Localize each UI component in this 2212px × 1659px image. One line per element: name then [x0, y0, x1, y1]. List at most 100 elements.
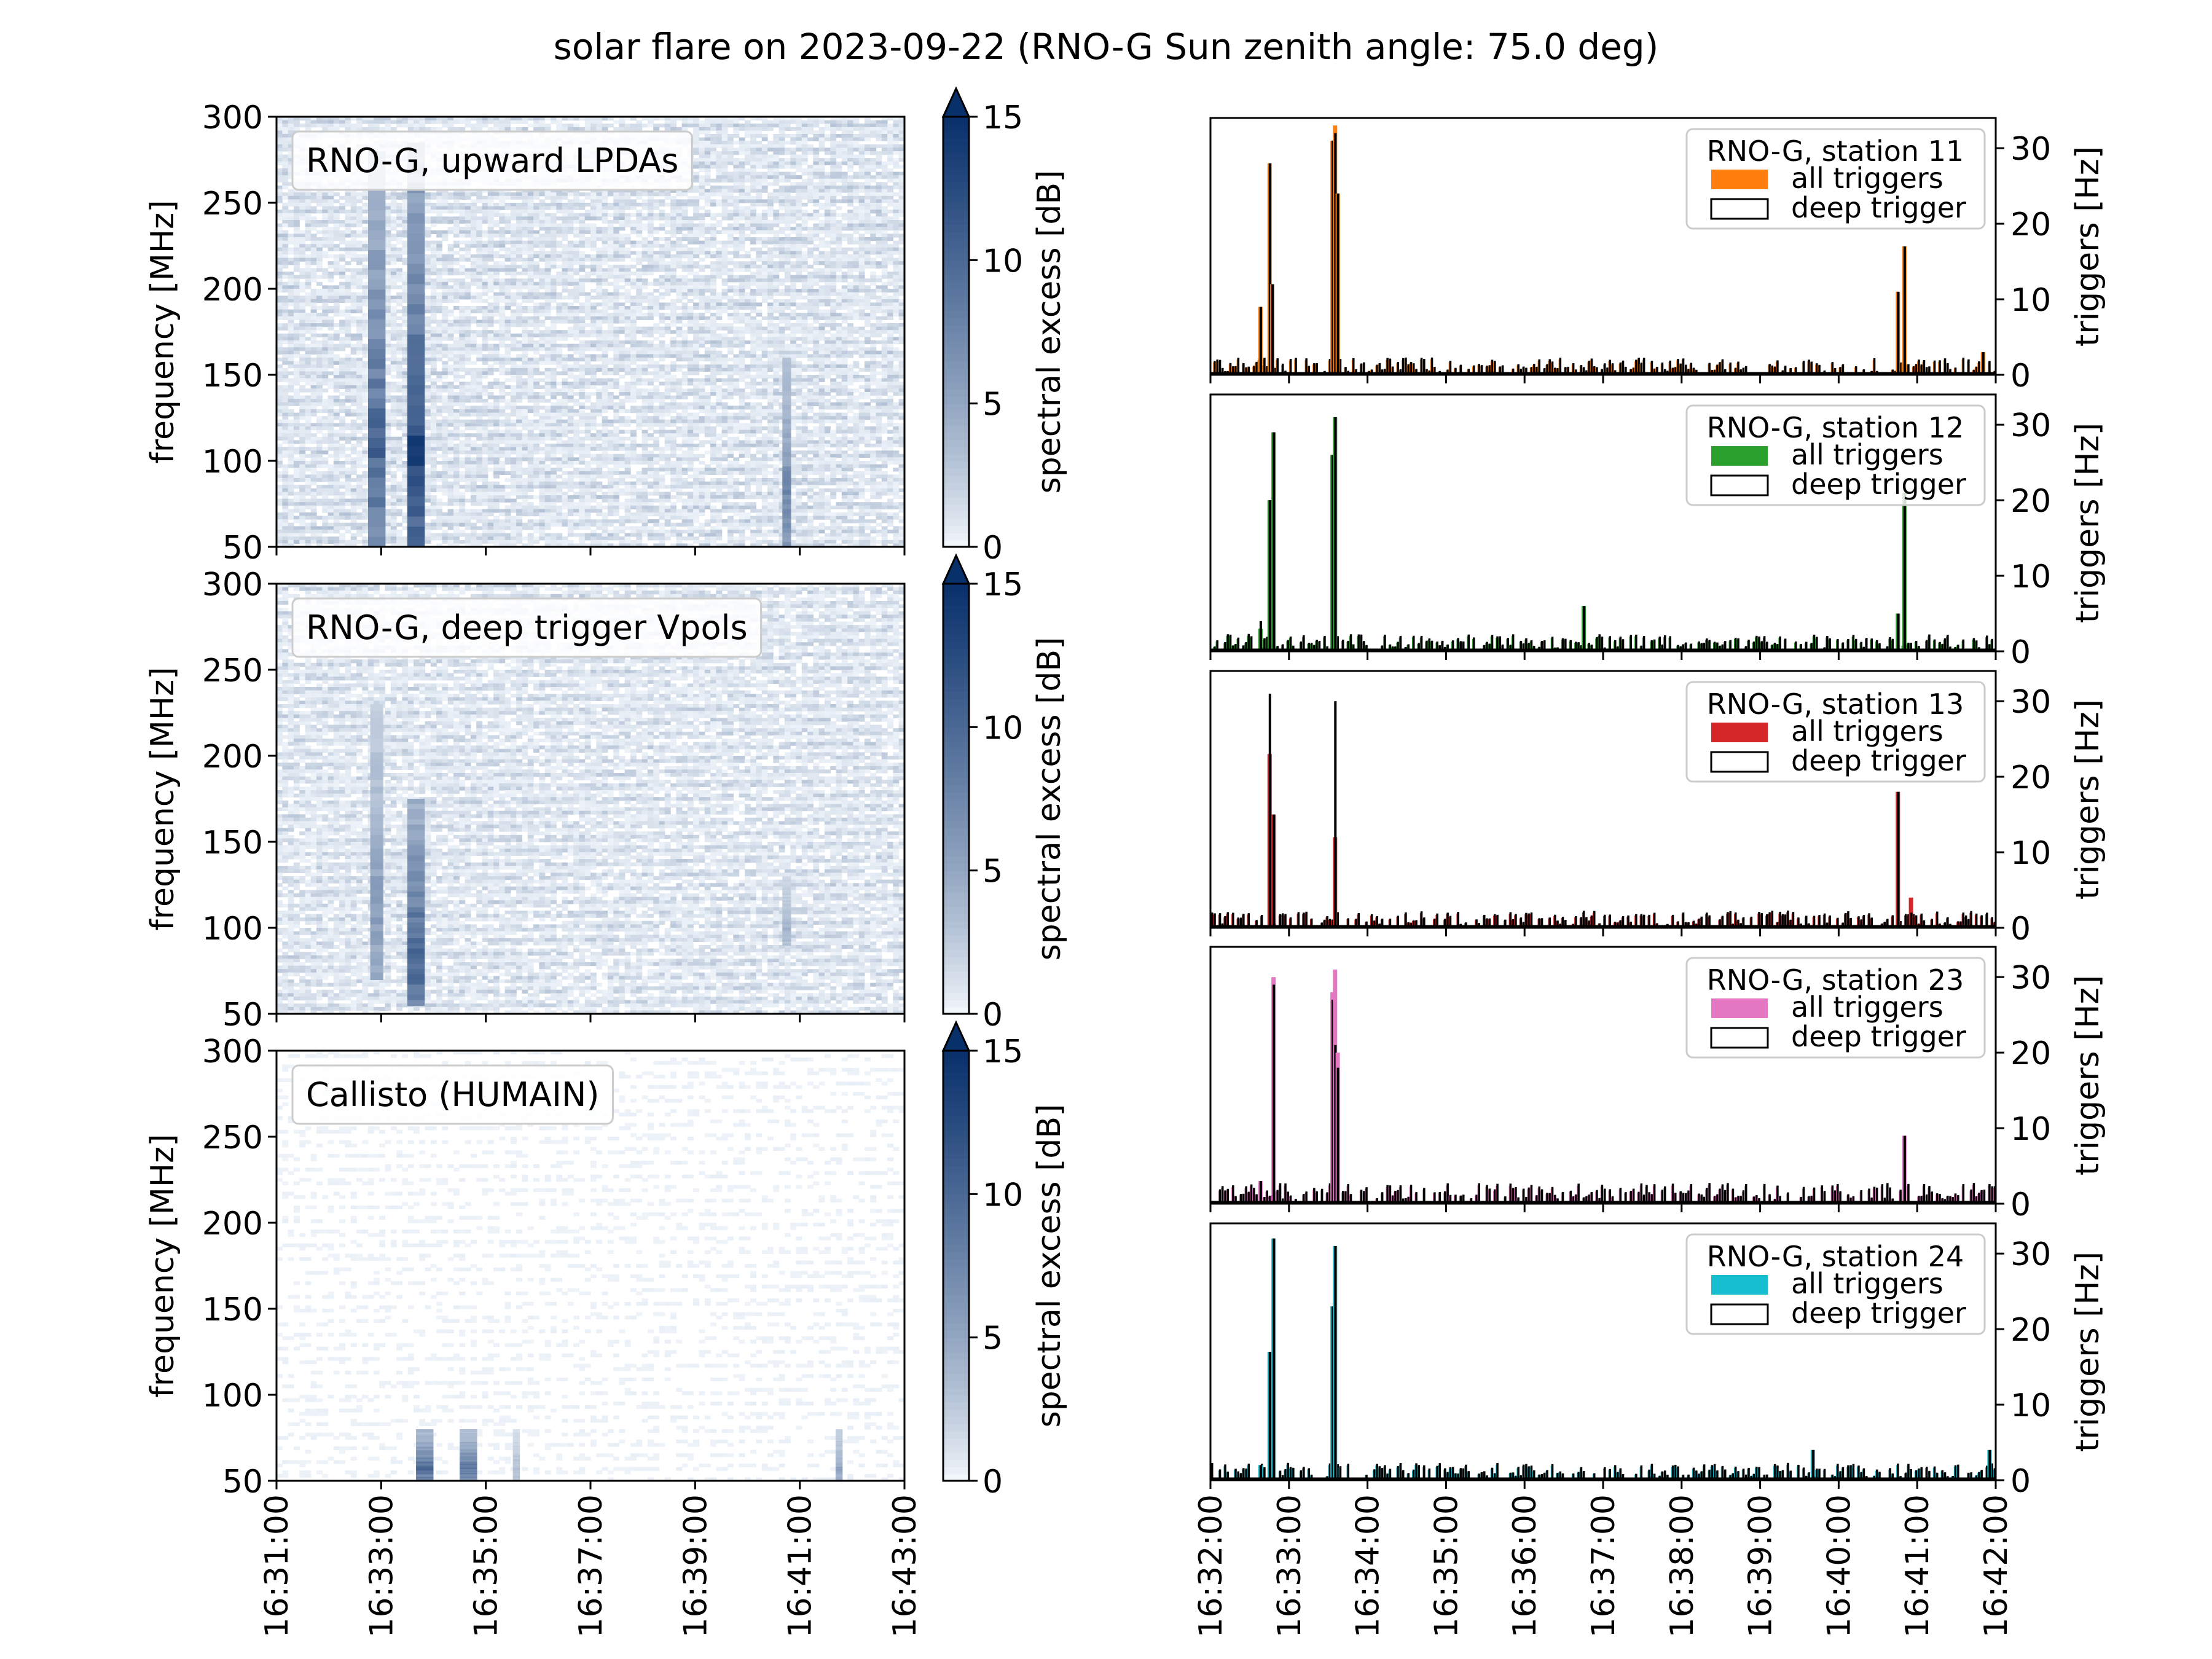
deep-trigger-bar — [1352, 358, 1355, 375]
deep-trigger-bar — [1640, 1465, 1643, 1480]
trigger-panel-4: 0 10 20 30 triggers [Hz] RNO-G, station 23all… — [1209, 946, 2106, 1223]
deep-trigger-bar — [1860, 919, 1862, 928]
deep-trigger-bar — [1658, 637, 1661, 651]
legend-swatch-all — [1711, 723, 1768, 742]
deep-trigger-peak — [1259, 307, 1262, 375]
deep-trigger-bar — [1650, 1194, 1653, 1204]
deep-trigger-bar — [1763, 1183, 1766, 1204]
deep-trigger-bar — [1763, 1474, 1766, 1480]
deep-trigger-bar — [1410, 1185, 1413, 1204]
deep-trigger-bar — [1708, 1469, 1711, 1480]
x-tick-label: 16:40:00 — [1821, 1494, 1857, 1638]
deep-trigger-bar — [1829, 638, 1831, 651]
deep-trigger-bar — [1787, 1192, 1789, 1204]
deep-trigger-bar — [1604, 1467, 1606, 1480]
deep-trigger-bar — [1878, 1472, 1881, 1480]
deep-trigger-bar — [1614, 640, 1617, 651]
deep-trigger-bar — [1797, 917, 1800, 928]
deep-trigger-bar — [1891, 1473, 1894, 1480]
deep-trigger-bar — [1363, 1191, 1365, 1204]
deep-trigger-bar — [1245, 641, 1247, 651]
deep-trigger-bar — [1577, 1472, 1580, 1480]
burst-1 — [370, 704, 383, 980]
deep-trigger-bar — [1674, 1464, 1677, 1480]
deep-trigger-bar — [1282, 913, 1284, 928]
deep-trigger-bar — [1837, 639, 1839, 651]
deep-trigger-bar — [1939, 360, 1941, 375]
deep-trigger-bar — [1436, 913, 1438, 928]
deep-trigger-bar — [1719, 362, 1721, 375]
deep-trigger-bar — [1232, 645, 1234, 651]
deep-trigger-bar — [1703, 643, 1706, 651]
deep-trigger-bar — [1855, 638, 1857, 651]
deep-trigger-bar — [1232, 366, 1234, 375]
deep-trigger-bar — [1486, 1185, 1488, 1204]
deep-trigger-bar — [1462, 641, 1465, 651]
deep-trigger-bar — [1556, 368, 1559, 375]
deep-trigger-bar — [1706, 1188, 1708, 1204]
deep-trigger-bar — [1708, 915, 1711, 928]
deep-trigger-bar — [1978, 1193, 1980, 1204]
deep-trigger-bar — [1609, 914, 1611, 928]
deep-trigger-bar — [1862, 1468, 1865, 1480]
deep-trigger-bar — [1920, 1467, 1923, 1480]
y-tick-label: 30 — [2010, 960, 2051, 997]
deep-trigger-bar — [1218, 1189, 1222, 1204]
y-tick-label: 200 — [202, 272, 263, 308]
legend-title: RNO-G, station 13 — [1707, 688, 1964, 721]
trigger-bars — [1213, 417, 1993, 651]
deep-trigger-bar — [1436, 1465, 1438, 1480]
deep-trigger-bar — [1899, 363, 1902, 375]
deep-trigger-bar — [1857, 916, 1860, 928]
deep-trigger-peak — [1334, 133, 1337, 375]
deep-trigger-bar — [1747, 1467, 1750, 1480]
deep-trigger-bar — [1849, 1198, 1852, 1204]
deep-trigger-bar — [1619, 1188, 1622, 1204]
deep-trigger-bar — [1569, 640, 1572, 651]
deep-trigger-bar — [1632, 1188, 1635, 1204]
y-tick-label: 300 — [202, 100, 263, 136]
deep-trigger-bar — [1716, 364, 1719, 375]
deep-trigger-bar — [1685, 922, 1687, 928]
deep-trigger-bar — [1226, 1188, 1230, 1204]
deep-trigger-bar — [1837, 1183, 1839, 1204]
legend-label: all triggers — [1791, 715, 1943, 748]
deep-trigger-bar — [1692, 920, 1695, 928]
deep-trigger-bar — [1959, 921, 1962, 928]
deep-trigger-bar — [1776, 1465, 1779, 1480]
deep-trigger-bar — [1755, 1194, 1758, 1204]
deep-trigger-bar — [1572, 363, 1575, 375]
x-tick-label: 16:34:00 — [1350, 1494, 1387, 1638]
x-tick-label: 16:35:00 — [1428, 1494, 1465, 1638]
deep-trigger-bar — [1826, 636, 1829, 651]
deep-trigger-bar — [1700, 1471, 1703, 1480]
deep-trigger-bar — [1522, 922, 1525, 928]
legend-label: deep trigger — [1791, 468, 1966, 501]
deep-trigger-bar — [1928, 634, 1931, 651]
deep-trigger-bar — [1926, 367, 1928, 375]
legend-label: deep trigger — [1791, 744, 1966, 777]
deep-trigger-bar — [1415, 1192, 1418, 1204]
deep-trigger-bar — [1303, 912, 1305, 928]
panel-label: Callisto (HUMAIN) — [306, 1075, 599, 1114]
deep-trigger-bar — [1486, 918, 1488, 928]
deep-trigger-bar — [1721, 1184, 1724, 1204]
deep-trigger-bar — [1305, 358, 1308, 375]
y-tick-label: 150 — [202, 1292, 263, 1328]
legend-swatch-all — [1711, 446, 1768, 466]
deep-trigger-bar — [1376, 1464, 1378, 1480]
deep-trigger-bar — [1218, 913, 1222, 928]
deep-trigger-bar — [1234, 644, 1237, 651]
deep-trigger-bar — [1729, 363, 1732, 375]
deep-trigger-bar — [1349, 1194, 1352, 1204]
x-tick-label: 16:38:00 — [1664, 1494, 1701, 1638]
deep-trigger-bar — [1690, 363, 1693, 375]
deep-trigger-bar — [1847, 911, 1849, 928]
deep-trigger-bar — [1735, 637, 1737, 651]
deep-trigger-bar — [1284, 1183, 1287, 1204]
deep-trigger-bar — [1295, 358, 1297, 375]
deep-trigger-bar — [1376, 1198, 1378, 1204]
deep-trigger-bar — [1391, 366, 1394, 375]
deep-trigger-bar — [1776, 1185, 1779, 1204]
deep-trigger-bar — [1263, 1197, 1266, 1204]
